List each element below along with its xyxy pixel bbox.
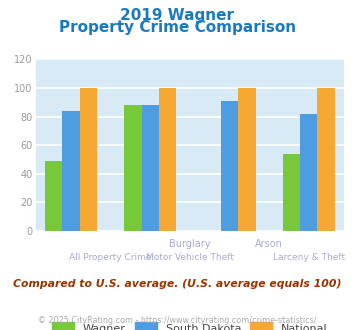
Text: Arson: Arson	[255, 239, 283, 249]
Text: © 2025 CityRating.com - https://www.cityrating.com/crime-statistics/: © 2025 CityRating.com - https://www.city…	[38, 316, 317, 325]
Bar	[62, 111, 80, 231]
Bar	[142, 105, 159, 231]
Text: Compared to U.S. average. (U.S. average equals 100): Compared to U.S. average. (U.S. average …	[13, 279, 342, 289]
Bar	[80, 88, 97, 231]
Bar	[45, 161, 62, 231]
Bar	[300, 114, 317, 231]
Bar	[283, 154, 300, 231]
Text: All Property Crime: All Property Crime	[70, 253, 152, 262]
Legend: Wagner, South Dakota, National: Wagner, South Dakota, National	[52, 322, 328, 330]
Text: 2019 Wagner: 2019 Wagner	[120, 8, 235, 23]
Bar	[124, 105, 142, 231]
Bar	[238, 88, 256, 231]
Bar	[317, 88, 335, 231]
Text: Property Crime Comparison: Property Crime Comparison	[59, 20, 296, 35]
Text: Burglary: Burglary	[169, 239, 211, 249]
Text: Larceny & Theft: Larceny & Theft	[273, 253, 345, 262]
Text: Motor Vehicle Theft: Motor Vehicle Theft	[146, 253, 234, 262]
Bar	[221, 101, 238, 231]
Bar	[159, 88, 176, 231]
